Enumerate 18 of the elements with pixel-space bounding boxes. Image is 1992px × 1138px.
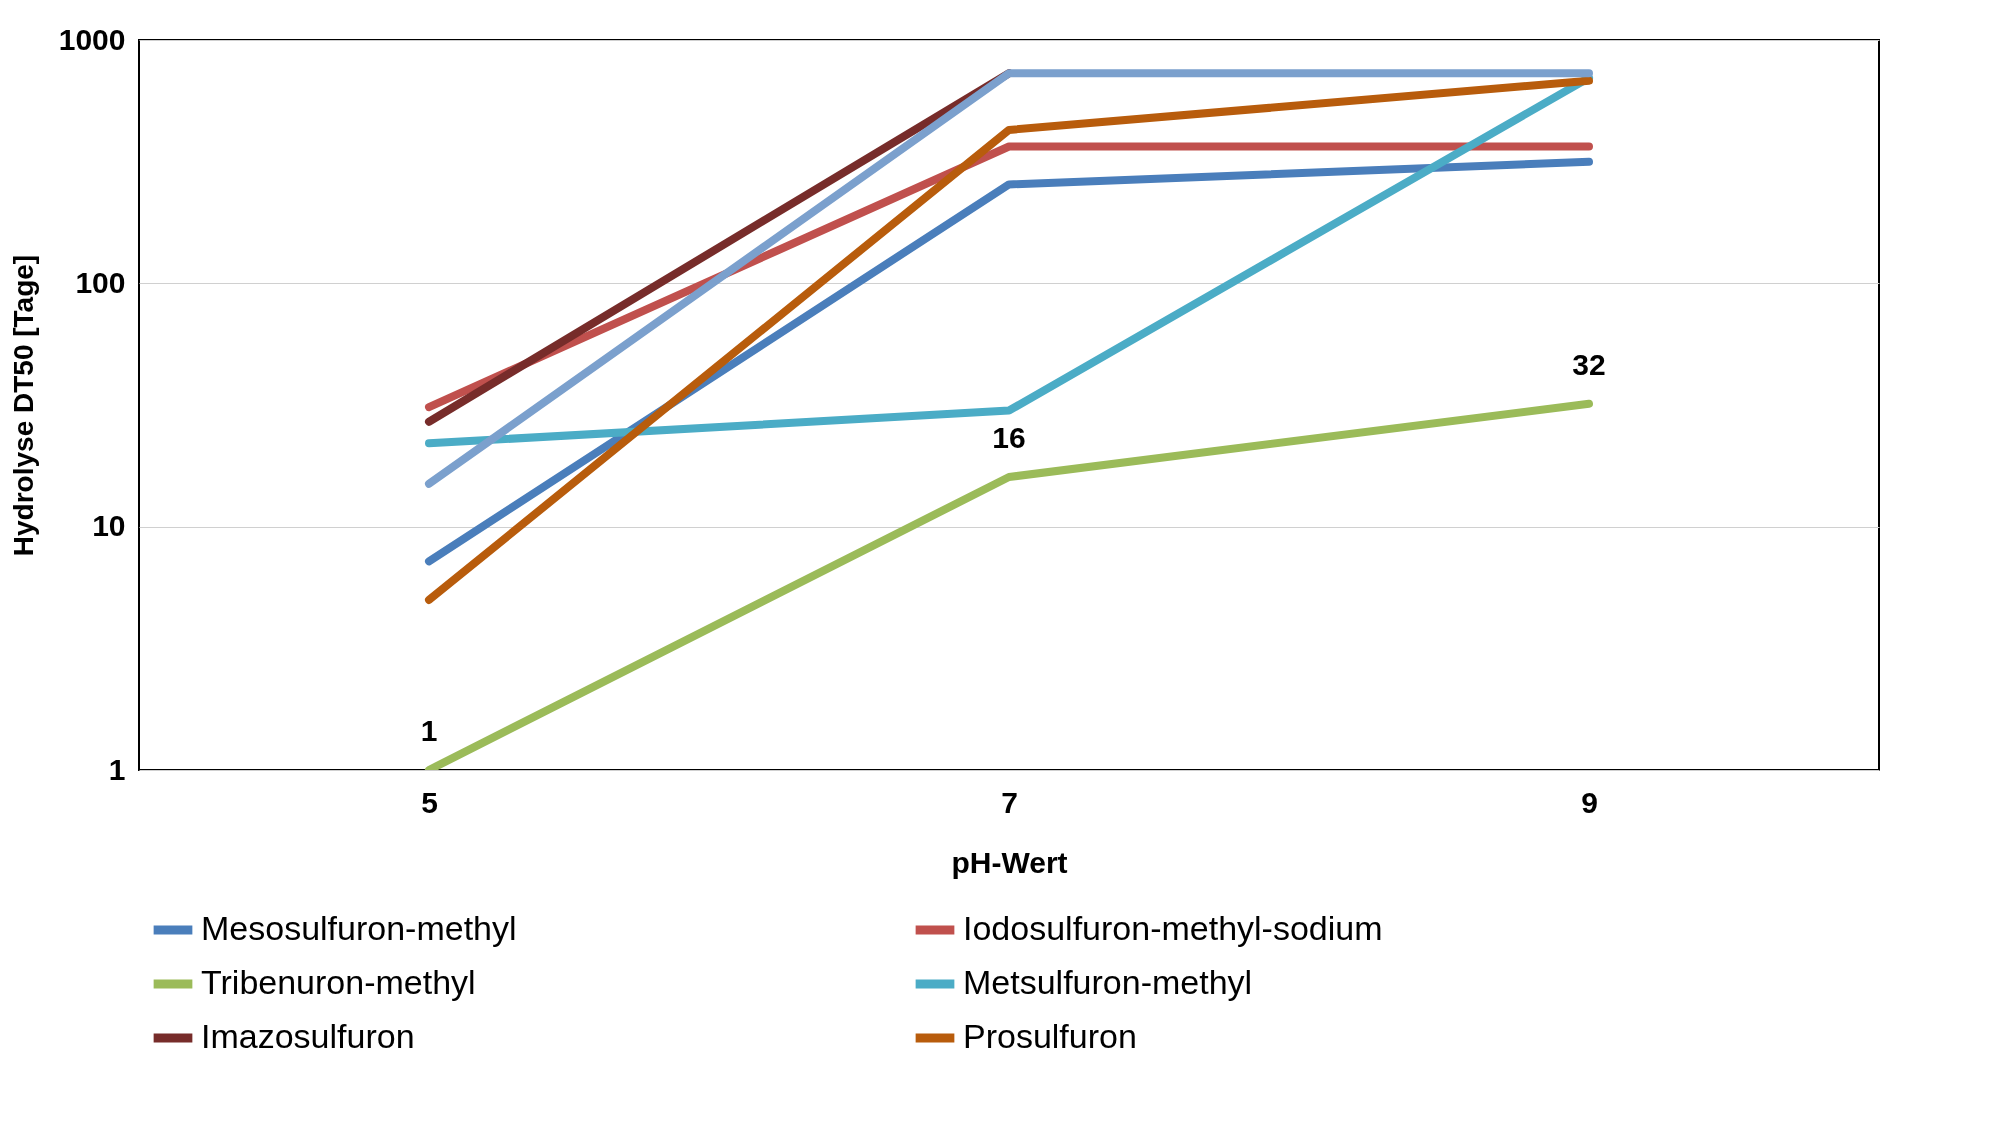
data-label: 1 bbox=[420, 714, 438, 747]
legend-label: Tribenuron-methyl bbox=[201, 963, 476, 1001]
x-tick-label: 9 bbox=[1581, 785, 1598, 819]
data-label: 16 bbox=[992, 421, 1026, 454]
x-axis-title: pH-Wert bbox=[951, 845, 1068, 879]
y-tick-label: 100 bbox=[75, 265, 126, 299]
legend-label: Prosulfuron bbox=[963, 1017, 1137, 1055]
legend-label: Mesosulfuron-methyl bbox=[201, 909, 517, 947]
y-tick-label: 1 bbox=[108, 752, 126, 786]
x-tick-label: 5 bbox=[421, 785, 438, 819]
y-tick-label: 10 bbox=[92, 509, 126, 543]
data-label: 32 bbox=[1572, 347, 1606, 381]
legend-label: Imazosulfuron bbox=[201, 1017, 415, 1055]
legend-label: Metsulfuron-methyl bbox=[963, 963, 1253, 1001]
x-tick-label: 7 bbox=[1001, 785, 1018, 819]
y-tick-label: 1000 bbox=[58, 22, 126, 56]
legend-label: Iodosulfuron-methyl-sodium bbox=[963, 909, 1383, 947]
y-axis-title: Hydrolyse DT50 [Tage] bbox=[7, 254, 39, 557]
